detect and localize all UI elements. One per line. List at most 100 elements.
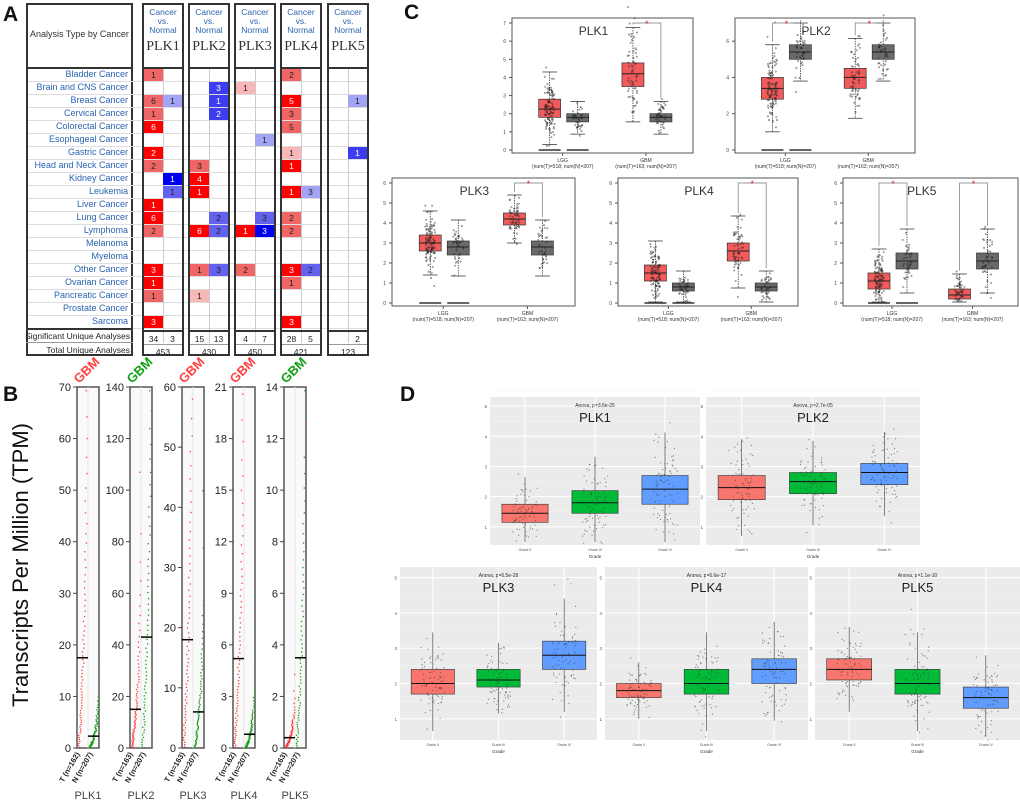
sample-point <box>599 516 601 518</box>
sample-point <box>658 292 661 295</box>
sample-point <box>146 619 149 621</box>
sample-point <box>771 98 774 100</box>
sample-point <box>299 672 301 675</box>
sample-point <box>800 461 802 463</box>
y-tick-label: 80 <box>112 537 124 549</box>
sample-point <box>732 495 735 497</box>
sample-point <box>516 528 518 530</box>
sample-point <box>589 515 591 518</box>
sample-point <box>195 741 197 743</box>
sample-point <box>996 738 999 740</box>
sample-point <box>286 742 288 745</box>
sample-point <box>579 106 582 108</box>
sample-point <box>543 252 546 255</box>
sample-point <box>634 689 636 691</box>
sample-point <box>880 296 883 299</box>
sample-point <box>236 719 238 722</box>
sample-point <box>568 652 570 654</box>
sample-point <box>516 495 518 497</box>
sample-point <box>657 129 660 132</box>
sample-point <box>459 252 461 255</box>
sample-point <box>147 624 149 626</box>
sample-point <box>823 477 825 479</box>
sample-point <box>873 451 875 453</box>
sample-point <box>885 488 888 490</box>
sample-point <box>138 676 140 678</box>
sample-point <box>650 283 653 286</box>
sample-point <box>188 547 191 549</box>
sample-point <box>525 531 527 533</box>
y-tick-label: 1 <box>599 717 602 722</box>
sample-point <box>658 112 661 114</box>
sample-point <box>763 285 766 288</box>
sample-point <box>871 460 874 462</box>
sample-point <box>138 678 140 681</box>
sample-point <box>85 456 88 458</box>
sample-point <box>302 615 304 618</box>
sample-point <box>641 691 643 693</box>
sample-point <box>853 76 855 78</box>
sample-point <box>772 100 775 103</box>
category-label: LGG <box>663 311 674 317</box>
grade-label: Grade III <box>911 743 925 747</box>
sample-point <box>775 116 778 119</box>
sample-point <box>501 708 504 710</box>
sample-point <box>637 665 639 667</box>
sample-point <box>925 696 927 698</box>
sample-point <box>684 292 687 294</box>
sample-point <box>854 662 856 665</box>
sample-point <box>144 698 146 700</box>
sample-point <box>147 629 149 631</box>
sample-point <box>95 730 97 732</box>
sample-point <box>785 662 787 664</box>
sample-point <box>509 680 511 682</box>
sample-point <box>630 64 633 67</box>
sample-point <box>991 690 993 692</box>
sample-point <box>799 56 801 59</box>
sample-point <box>300 682 302 684</box>
sample-point <box>425 222 428 225</box>
sample-point <box>452 229 455 232</box>
sample-point <box>876 271 878 274</box>
sample-point <box>654 456 656 459</box>
sample-point <box>185 696 188 698</box>
sample-point <box>709 682 711 684</box>
overexpression-cell: 5 <box>282 121 301 133</box>
sample-point <box>605 481 607 483</box>
sample-point <box>841 681 843 683</box>
sample-point <box>138 666 140 669</box>
sample-point <box>189 451 191 453</box>
sample-point <box>487 677 489 680</box>
sample-point <box>135 714 137 716</box>
sample-point <box>292 728 294 730</box>
sample-point <box>235 712 237 714</box>
sample-point <box>662 468 664 471</box>
sample-point <box>187 641 190 643</box>
sample-point <box>703 690 705 693</box>
sample-point <box>982 265 984 268</box>
sample-point <box>430 226 433 229</box>
sample-point <box>872 463 874 465</box>
y-tick-label: 6 <box>221 640 227 652</box>
sample-point <box>551 102 554 105</box>
overexpression-cell: 1 <box>236 225 255 237</box>
sample-point <box>858 631 860 633</box>
sample-point <box>137 663 140 665</box>
sample-point <box>800 471 802 474</box>
sample-point <box>652 513 655 516</box>
cancer-type-label: Liver Cancer <box>76 199 128 209</box>
sample-point <box>578 134 581 137</box>
sample-point <box>660 518 662 521</box>
cancer-vs-normal-label: vs. <box>157 16 169 26</box>
gene-name: PLK4 <box>284 39 318 54</box>
sample-point <box>131 746 133 748</box>
sample-point <box>513 218 516 221</box>
sample-point <box>802 30 805 33</box>
sample-point <box>520 488 522 491</box>
sample-point <box>662 106 664 109</box>
sample-point <box>138 670 140 672</box>
sample-point <box>907 705 909 707</box>
sample-point <box>842 689 844 691</box>
sample-point <box>854 60 857 63</box>
sample-point <box>664 118 666 121</box>
